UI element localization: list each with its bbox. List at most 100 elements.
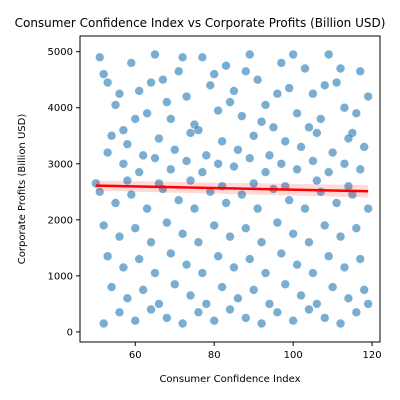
- scatter-point: [119, 125, 128, 135]
- scatter-point: [237, 111, 247, 121]
- scatter-point: [249, 179, 258, 188]
- scatter-point: [135, 86, 144, 96]
- scatter-point: [324, 50, 333, 59]
- scatter-point: [233, 145, 243, 154]
- scatter-point: [138, 285, 148, 295]
- scatter-point: [138, 151, 148, 160]
- scatter-point: [336, 232, 345, 241]
- scatter-point: [107, 282, 116, 292]
- scatter-point: [115, 232, 124, 241]
- scatter-point: [170, 145, 179, 154]
- scatter-point: [316, 114, 325, 124]
- scatter-point: [312, 128, 322, 138]
- chart-title: Consumer Confidence Index vs Corporate P…: [15, 16, 386, 30]
- scatter-point: [257, 117, 266, 126]
- scatter-point: [340, 103, 349, 112]
- scatter-point: [229, 86, 239, 96]
- scatter-point: [336, 64, 345, 73]
- scatter-point: [146, 78, 156, 87]
- scatter-point: [352, 109, 361, 118]
- scatter-point: [119, 263, 128, 272]
- scatter-point: [182, 260, 191, 269]
- scatter-point: [111, 100, 120, 110]
- scatter-point: [332, 78, 341, 87]
- scatter-point: [166, 114, 175, 124]
- scatter-point: [210, 69, 219, 79]
- scatter-point: [296, 291, 306, 300]
- scatter-point: [103, 148, 112, 157]
- scatter-point: [194, 238, 203, 247]
- scatter-point: [210, 316, 219, 325]
- scatter-point: [115, 308, 124, 317]
- scatter-point: [119, 159, 128, 168]
- scatter-point: [127, 190, 136, 199]
- scatter-point: [344, 294, 353, 303]
- scatter-point: [308, 268, 318, 278]
- scatter-point: [320, 221, 329, 230]
- scatter-point: [221, 198, 231, 208]
- scatter-point: [328, 148, 337, 157]
- y-tick-label: 4000: [48, 103, 73, 114]
- scatter-point: [210, 221, 219, 230]
- y-tick-label: 1000: [48, 271, 73, 282]
- scatter-point: [225, 305, 235, 314]
- scatter-point: [103, 78, 112, 87]
- scatter-point: [221, 61, 231, 70]
- scatter-point: [213, 159, 223, 168]
- scatter-point: [198, 53, 207, 62]
- scatter-point: [135, 254, 144, 264]
- scatter-point: [131, 114, 140, 124]
- y-tick-label: 5000: [48, 47, 73, 58]
- scatter-point: [245, 153, 254, 163]
- scatter-point: [162, 218, 172, 227]
- scatter-point: [308, 89, 318, 98]
- scatter-point: [281, 280, 290, 289]
- scatter-point: [131, 224, 140, 233]
- scatter-point: [292, 260, 302, 269]
- scatter-point: [241, 224, 250, 233]
- scatter-point: [300, 204, 310, 213]
- scatter-point: [304, 123, 314, 132]
- scatter-point: [285, 83, 294, 93]
- scatter-point: [348, 190, 357, 199]
- scatter-point: [304, 305, 314, 314]
- scatter-point: [186, 128, 195, 138]
- scatter-point: [344, 181, 353, 191]
- scatter-point: [206, 187, 215, 197]
- scatter-point: [174, 196, 183, 205]
- scatter-point: [288, 316, 298, 325]
- scatter-point: [296, 142, 306, 152]
- y-tick-label: 0: [67, 327, 73, 338]
- scatter-point: [360, 142, 369, 152]
- scatter-point: [324, 167, 333, 177]
- scatter-point: [257, 319, 266, 328]
- scatter-point: [202, 299, 211, 309]
- scatter-point: [312, 299, 322, 309]
- scatter-point: [304, 238, 314, 247]
- scatter-point: [154, 299, 164, 309]
- scatter-point: [217, 282, 227, 292]
- scatter-point: [154, 134, 164, 143]
- scatter-point: [182, 92, 191, 101]
- scatter-point: [363, 299, 373, 309]
- scatter-point: [356, 254, 365, 264]
- scatter-point: [292, 165, 302, 174]
- scatter-point: [202, 151, 211, 160]
- scatter-point: [253, 75, 262, 84]
- scatter-point: [170, 280, 179, 289]
- scatter-point: [363, 204, 373, 213]
- scatter-point: [190, 204, 199, 213]
- scatter-point: [131, 316, 140, 325]
- scatter-point: [115, 89, 124, 98]
- x-tick-label: 80: [208, 350, 221, 361]
- scatter-point: [308, 156, 318, 166]
- scatter-point: [241, 67, 250, 76]
- x-tick-label: 60: [129, 350, 142, 361]
- scatter-point: [127, 58, 136, 68]
- scatter-point: [213, 252, 223, 261]
- scatter-point: [178, 53, 187, 62]
- scatter-point: [273, 308, 282, 317]
- scatter-point: [245, 254, 254, 264]
- scatter-point: [328, 282, 337, 292]
